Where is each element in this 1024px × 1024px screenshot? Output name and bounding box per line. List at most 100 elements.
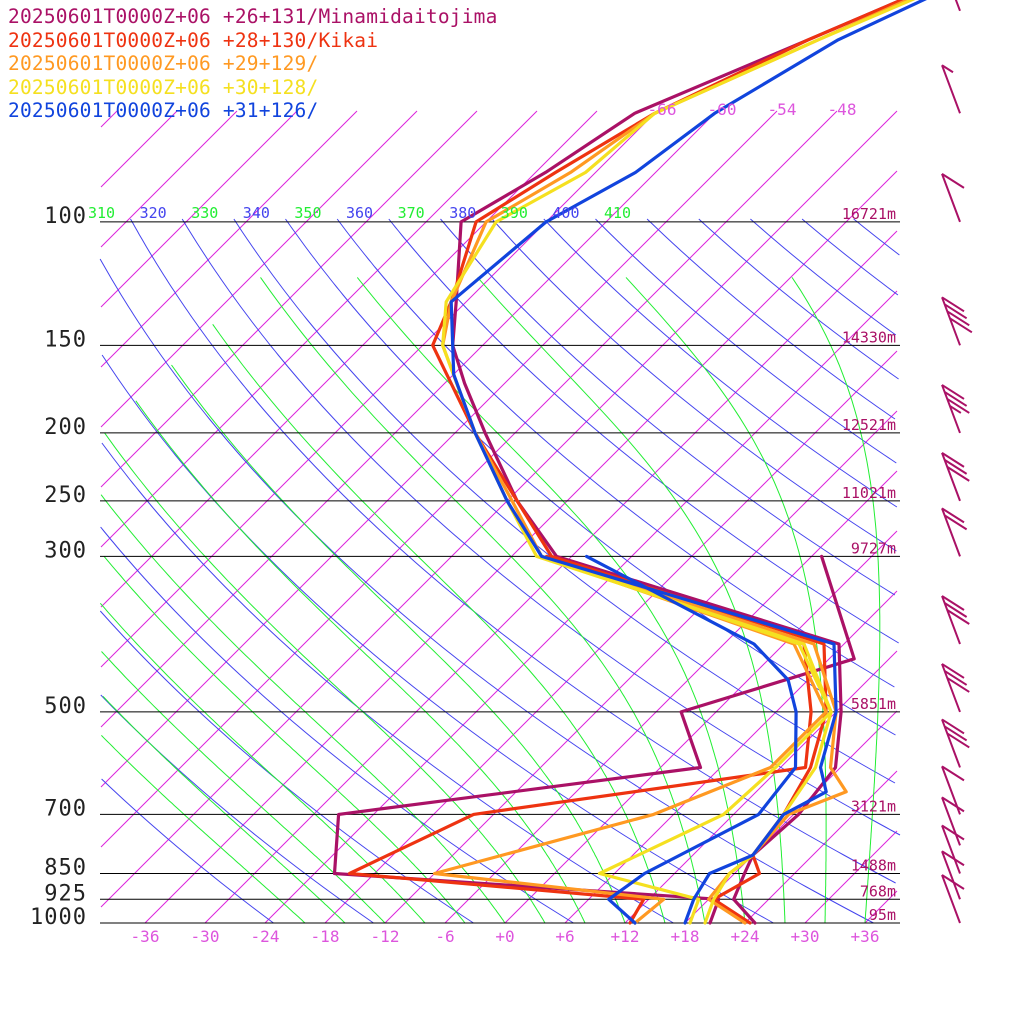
wind-barb-flag [944,602,968,618]
wind-barb-staff [954,0,961,12]
wind-barb-flag [944,303,968,320]
isotherm-line [324,350,898,924]
theta-label: 310 [88,204,115,222]
wind-barb-flag [944,391,968,407]
dry-adiabat-line [698,218,899,380]
height-label: 12521m [842,416,896,434]
theta-label: 390 [501,204,528,222]
temperature-tick-label: +0 [495,927,514,946]
isotherm-line [100,110,238,248]
wind-barb [941,718,970,768]
wind-barb-flag [941,663,965,679]
sounding-profiles [332,0,927,925]
wind-barb-half-flag [949,405,962,414]
moist-adiabat-line [135,400,586,924]
isotherm-line [144,170,898,924]
temperature-tick-label: -36 [131,927,160,946]
moist-adiabat-line [99,602,426,924]
dry-adiabat-line [181,218,901,836]
wind-barb-staff [941,766,961,815]
dry-adiabat-line [99,258,874,924]
wind-barb [941,64,961,114]
temperature-tick-label: -18 [311,927,340,946]
pressure-label: 925 [44,881,87,906]
height-label: 11021m [842,484,896,502]
pressure-label: 1000 [30,905,87,930]
height-label: 9727m [851,539,896,557]
temperature-tick-label: -6 [435,927,454,946]
legend-entry: 20250601T0000Z+06 +31+126/ [8,99,319,122]
moist-adiabat-line [101,735,306,924]
moist-adiabat-line [102,695,346,924]
isotherm-line [100,110,178,188]
dry-adiabat-line [388,218,899,644]
pressure-label: 700 [44,796,87,821]
height-label: 95m [869,906,896,924]
wind-barb [941,595,970,645]
wind-barb-flag [946,466,970,482]
theta-label: 350 [294,204,321,222]
moist-adiabat-line [100,494,506,924]
temperature-tick-label: -12 [371,927,400,946]
pressure-label: 200 [44,415,87,440]
wind-barb-staff [941,797,961,846]
wind-barb-flag [941,595,965,611]
wind-barb [941,452,970,502]
wind-barb-flag [941,850,965,867]
isotherm-line [100,110,718,728]
dewpoint-line [347,554,813,925]
moist-adiabat-line [104,432,546,924]
isotherm-line [100,110,358,368]
dry-adiabat-line [750,218,897,336]
theta-label: 330 [191,204,218,222]
wind-barb [941,296,973,346]
moist-adiabat-line [477,277,786,924]
isotherm-top-label: -48 [828,100,857,119]
theta-label: 410 [604,204,631,222]
dry-adiabat-line [853,218,900,256]
pressure-label: 100 [44,204,87,229]
axis-labels: 100 16721m 150 14330m 200 12521m 250 11021m 300 9… [30,100,896,946]
legend-entry: 20250601T0000Z+06 +29+129/ [8,52,319,75]
temperature-tick-label: +36 [851,927,880,946]
wind-barb-half-flag [941,64,954,74]
isotherm-line [100,110,538,548]
wind-barb [941,384,970,434]
wind-barb-flag [944,459,968,475]
theta-label: 370 [398,204,425,222]
dry-adiabat-line [646,218,896,420]
isotherm-line [264,290,898,924]
isotherm-line [100,110,898,908]
wind-barb-flag [944,725,968,742]
wind-barb [941,507,968,557]
temperature-line [431,0,906,925]
isotherm-line [100,110,298,308]
wind-barb-flag [946,310,970,327]
isotherm-line [624,650,898,924]
pressure-label: 150 [44,327,87,352]
moist-adiabat-line [101,651,386,924]
height-label: 14330m [842,328,896,346]
wind-barb [941,663,970,713]
dry-adiabat-line [100,526,574,924]
height-label: 768m [860,882,896,900]
isobar-lines [100,221,900,924]
dry-adiabat-line [801,218,899,296]
temperature-tick-label: +6 [555,927,574,946]
dry-adiabat-line [101,354,774,924]
isotherm-line [100,110,658,668]
wind-barb-staff [941,874,961,924]
isotherm-line [204,230,898,924]
theta-label: 340 [243,204,270,222]
pressure-label: 250 [44,483,87,508]
legend-entry: 20250601T0000Z+06 +26+131/Minamidaitojim… [8,5,498,28]
moist-adiabat-line [103,556,466,924]
wind-barb-flag [941,384,965,400]
height-label: 5851m [851,695,896,713]
temperature-line [451,0,906,925]
isotherm-line [100,110,118,128]
legend-entry: 20250601T0000Z+06 +30+128/ [8,75,319,99]
wind-barb [941,765,965,815]
isotherm-line [564,590,898,924]
